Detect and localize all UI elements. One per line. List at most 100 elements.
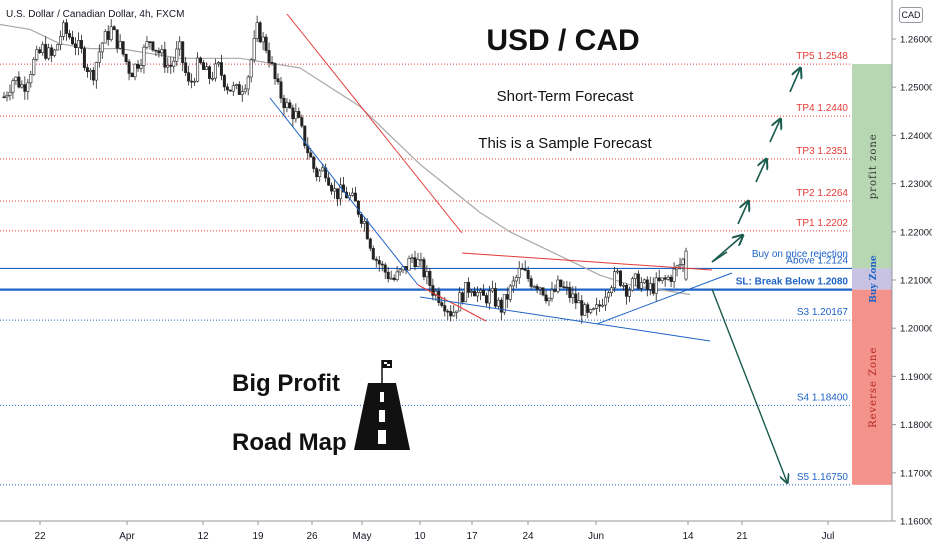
y-tick-label: 1.23000 — [900, 179, 932, 190]
candle-body — [100, 42, 104, 53]
trendlines — [269, 13, 733, 342]
candle-body — [484, 295, 488, 304]
candle-body — [190, 80, 194, 83]
candle-body — [309, 152, 313, 158]
profit-zone-label: profit zone — [868, 133, 879, 199]
y-tick-label: 1.18000 — [900, 420, 932, 431]
candle-body — [59, 36, 63, 45]
candle-body — [88, 69, 92, 73]
x-tick-label: 22 — [34, 531, 46, 542]
reverse-zone-label: Reverse Zone — [868, 347, 879, 428]
x-tick-label: 17 — [466, 531, 478, 542]
forecast-arrow-up — [711, 236, 742, 263]
candle-body — [160, 49, 164, 54]
candle-body — [532, 286, 536, 288]
level-label: TP2 1.2264 — [796, 188, 848, 199]
candle-body — [270, 62, 274, 64]
candle-body — [231, 85, 235, 92]
level-label: TP4 1.2440 — [796, 103, 848, 114]
candle-body — [166, 64, 170, 68]
candle-body — [586, 304, 590, 313]
candle-body — [240, 91, 244, 95]
candle-body — [556, 279, 560, 292]
candle-body — [303, 125, 307, 147]
candle-body — [273, 63, 277, 79]
candle-body — [261, 36, 265, 43]
candle-body — [356, 200, 360, 215]
level-label: Above 1.2124 — [786, 255, 848, 266]
candle-body — [23, 84, 27, 92]
candle-body — [315, 168, 319, 178]
reverse-zone — [852, 289, 892, 485]
symbol-label: U.S. Dollar / Canadian Dollar, 4h, FXCM — [6, 9, 185, 20]
candle-body — [627, 289, 631, 297]
forecast-arrow-up — [737, 202, 748, 225]
candle-body — [377, 260, 381, 265]
candle-body — [297, 111, 301, 118]
candle-body — [607, 292, 611, 298]
candle-body — [496, 299, 500, 307]
candle-body — [660, 277, 664, 281]
candle-body — [136, 63, 140, 69]
candle-body — [321, 167, 325, 172]
candle-body — [109, 26, 113, 40]
candle-body — [410, 257, 414, 260]
candle-body — [458, 292, 462, 312]
candle-body — [517, 268, 521, 278]
x-tick-label: Jul — [822, 531, 835, 542]
candle-body — [669, 276, 673, 282]
y-tick-label: 1.20000 — [900, 324, 932, 335]
candle-body — [5, 94, 9, 98]
candle-body — [79, 40, 83, 49]
x-tick-label: 21 — [736, 531, 748, 542]
moving-average-line — [0, 23, 691, 296]
candle-body — [199, 57, 203, 63]
candle-body — [178, 41, 182, 50]
chart-subtitle: Short-Term Forecast — [497, 88, 635, 105]
chart-note: This is a Sample Forecast — [478, 135, 652, 152]
candle-body — [41, 44, 45, 53]
candle-body — [636, 273, 640, 289]
candle-body — [681, 258, 685, 265]
candle-body — [526, 269, 530, 279]
level-label: S4 1.18400 — [797, 392, 849, 403]
candle-body — [70, 36, 74, 45]
candle-body — [118, 41, 122, 49]
chart-title: USD / CAD — [486, 24, 639, 57]
flag-check — [387, 364, 390, 366]
candle-body — [630, 278, 634, 291]
candle-body — [339, 184, 343, 200]
candle-body — [541, 287, 545, 296]
candle-body — [428, 271, 432, 286]
candle-body — [193, 80, 197, 83]
x-tick-label: 24 — [522, 531, 534, 542]
candle-body — [121, 41, 125, 55]
candle-body — [559, 279, 563, 287]
candle-body — [571, 293, 575, 298]
candle-body — [514, 277, 518, 282]
candle-body — [124, 53, 128, 62]
candle-body — [443, 305, 447, 312]
candle-body — [222, 75, 226, 88]
y-tick-label: 1.26000 — [900, 35, 932, 46]
candle-body — [416, 259, 420, 268]
candle-body — [255, 22, 259, 39]
currency-badge[interactable]: CAD — [899, 7, 923, 23]
candle-body — [595, 304, 599, 309]
candle-body — [452, 312, 456, 317]
candle-body — [145, 41, 149, 48]
candle-body — [493, 288, 497, 307]
candle-body — [651, 283, 655, 294]
candle-body — [362, 221, 366, 224]
candle-body — [11, 80, 15, 93]
candle-body — [169, 64, 173, 67]
candle-body — [53, 49, 57, 56]
support-trendline — [269, 97, 419, 286]
candle-body — [601, 304, 605, 307]
candle-body — [181, 41, 185, 64]
road-dash — [378, 430, 386, 444]
y-tick-label: 1.22000 — [900, 227, 932, 238]
candle-body — [529, 278, 533, 287]
